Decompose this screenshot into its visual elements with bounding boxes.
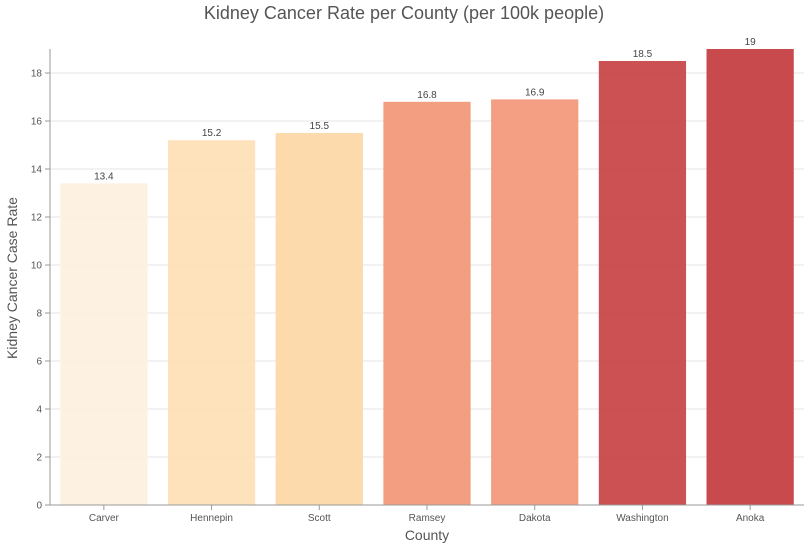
y-tick-label: 12 <box>31 213 43 224</box>
data-label-ramsey: 16.8 <box>417 90 437 101</box>
y-tick-label: 16 <box>31 117 43 128</box>
data-labels: 13.4 15.2 15.5 16.8 16.9 18.5 19 <box>94 37 756 182</box>
x-tick-label-hennepin: Hennepin <box>190 513 233 524</box>
data-label-anoka: 19 <box>745 37 757 48</box>
x-tick-label-anoka: Anoka <box>736 513 765 524</box>
y-tick-label: 6 <box>36 357 42 368</box>
x-axis-ticks: Carver Hennepin Scott Ramsey Dakota Washingto… <box>89 505 765 524</box>
data-label-carver: 13.4 <box>94 171 114 182</box>
x-axis-title: County <box>405 527 449 543</box>
bar-washington <box>598 61 687 505</box>
bar-carver <box>60 183 148 505</box>
y-tick-label: 0 <box>36 501 42 512</box>
data-label-scott: 15.5 <box>310 121 330 132</box>
x-tick-label-carver: Carver <box>89 513 120 524</box>
y-tick-label: 2 <box>36 453 42 464</box>
y-tick-label: 8 <box>36 309 42 320</box>
bar-scott <box>275 133 363 505</box>
bar-ramsey <box>383 101 471 506</box>
bar-hennepin <box>167 140 256 505</box>
y-axis-title: Kidney Cancer Case Rate <box>4 197 20 359</box>
data-label-dakota: 16.9 <box>525 87 545 98</box>
bar-anoka <box>706 49 794 505</box>
y-tick-label: 18 <box>31 69 43 80</box>
data-label-washington: 18.5 <box>633 49 653 60</box>
data-label-hennepin: 15.2 <box>202 128 222 139</box>
x-tick-label-washington: Washington <box>616 513 668 524</box>
x-tick-label-scott: Scott <box>308 513 331 524</box>
y-tick-label: 14 <box>31 165 43 176</box>
y-tick-label: 4 <box>36 405 42 416</box>
x-tick-label-ramsey: Ramsey <box>409 513 446 524</box>
x-tick-label-dakota: Dakota <box>519 513 551 524</box>
bar-dakota <box>491 99 579 506</box>
y-tick-label: 10 <box>31 261 43 272</box>
bars <box>60 49 794 506</box>
y-axis-ticks: 0 2 4 6 8 10 12 14 16 18 <box>31 69 50 512</box>
chart-title: Kidney Cancer Rate per County (per 100k … <box>204 3 604 23</box>
